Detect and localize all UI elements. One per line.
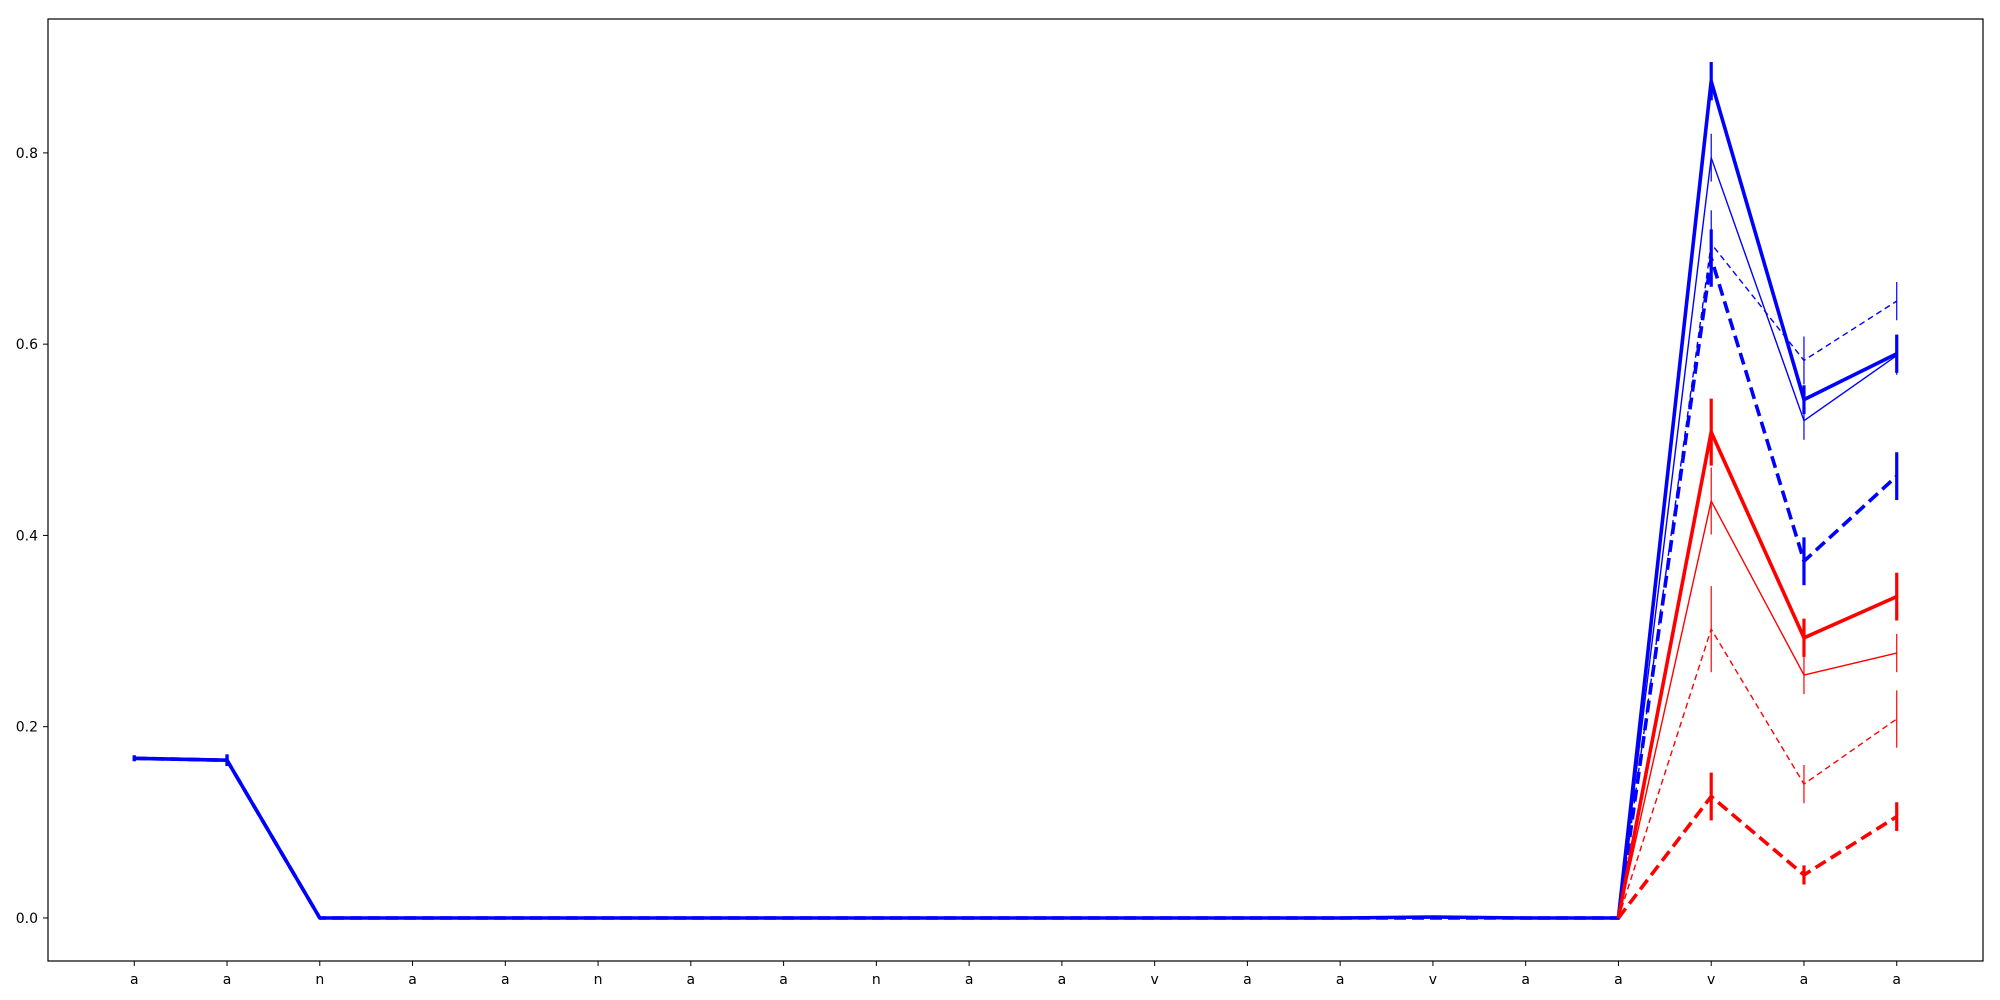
x-tick-label: n <box>872 972 881 988</box>
plot-frame <box>47 18 1984 962</box>
series-8 <box>1616 772 1899 920</box>
x-tick-label: a <box>1058 972 1067 988</box>
series-4 <box>133 210 1898 919</box>
x-tick-label: v <box>1429 972 1437 988</box>
x-tick-label: a <box>501 972 510 988</box>
series-2 <box>133 133 1898 919</box>
x-tick-label: a <box>1800 972 1809 988</box>
x-tick-label: a <box>1614 972 1623 988</box>
x-tick-label: n <box>315 972 324 988</box>
series-layer <box>132 62 1899 920</box>
series-line <box>134 242 1898 919</box>
axis-layer: a a n a a n a a n a a v a a v a a v a a 0.0 0.2 0.4 0.6 0.8 <box>16 146 1901 988</box>
x-tick-label: a <box>130 972 139 988</box>
series-line <box>1616 794 1898 920</box>
series-5 <box>1616 398 1899 919</box>
y-tick-label: 0.0 <box>16 911 38 927</box>
series-line <box>134 156 1898 919</box>
y-tick-label: 0.4 <box>16 528 38 544</box>
series-line <box>134 79 1898 920</box>
series-6 <box>1617 467 1898 919</box>
x-tick-label: a <box>223 972 232 988</box>
y-tick-label: 0.2 <box>16 720 38 736</box>
series-line <box>1617 628 1898 919</box>
series-1 <box>132 62 1899 920</box>
x-tick-label: a <box>1892 972 1901 988</box>
x-tick-label: a <box>687 972 696 988</box>
x-tick-label: v <box>1707 972 1715 988</box>
x-tick-label: a <box>1336 972 1345 988</box>
series-3 <box>132 229 1899 920</box>
x-tick-label: a <box>408 972 417 988</box>
x-tick-label: n <box>594 972 603 988</box>
y-tick-label: 0.8 <box>16 146 38 162</box>
y-tick-label: 0.6 <box>16 337 38 353</box>
x-tick-label: a <box>779 972 788 988</box>
x-tick-label: a <box>965 972 974 988</box>
series-line <box>1617 500 1897 919</box>
x-tick-label: v <box>1150 972 1158 988</box>
series-7 <box>1617 586 1898 919</box>
x-tick-label: a <box>1243 972 1252 988</box>
series-line <box>1616 430 1898 919</box>
x-tick-label: a <box>1521 972 1530 988</box>
